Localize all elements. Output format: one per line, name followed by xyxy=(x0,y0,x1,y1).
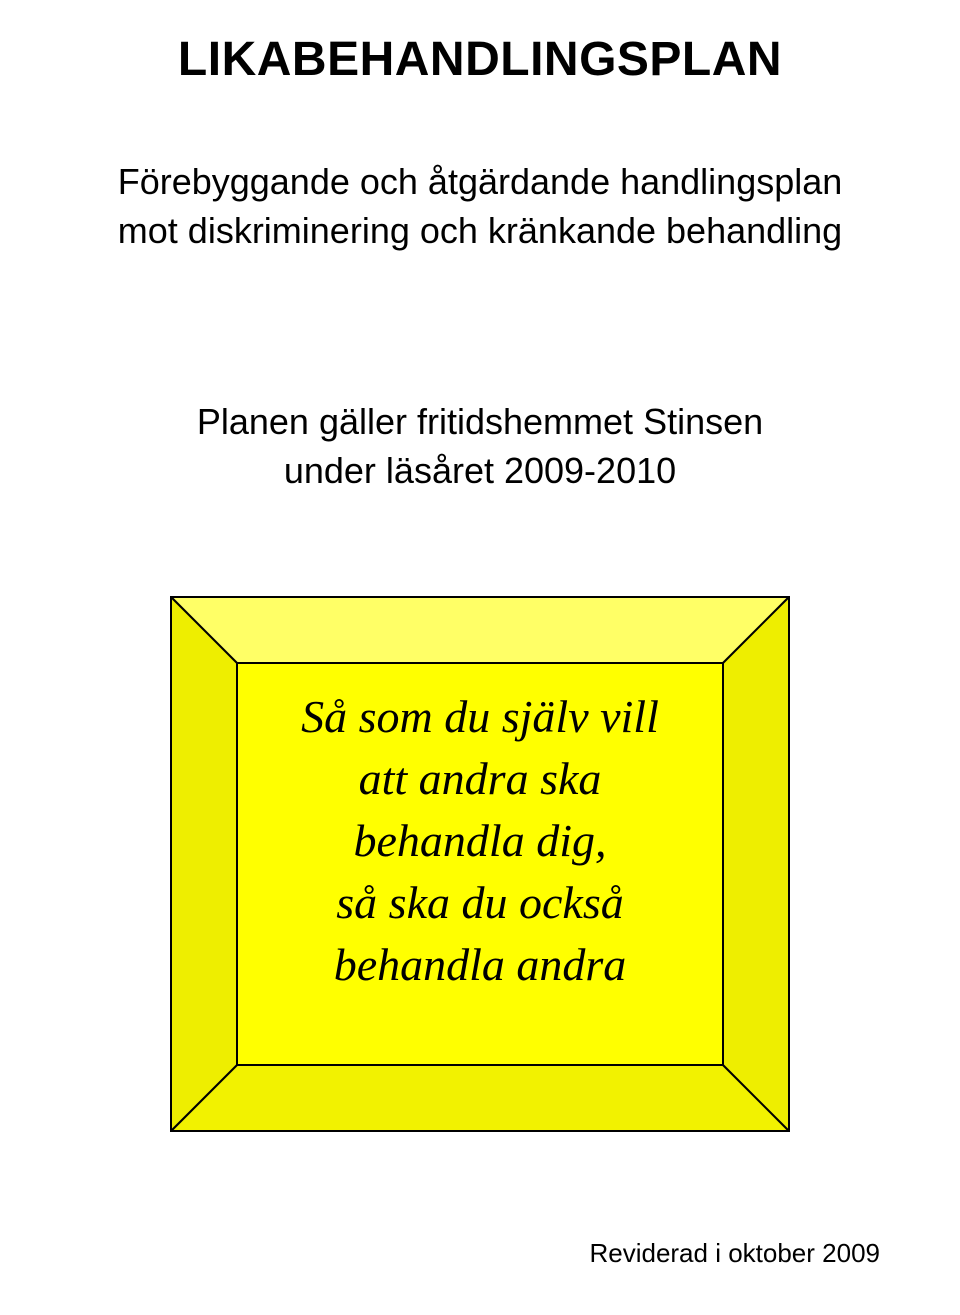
quote-line-2: att andra ska xyxy=(359,753,602,804)
plaque-bevel-right xyxy=(723,597,789,1131)
subtitle-line-1: Förebyggande och åtgärdande handlingspla… xyxy=(118,161,843,202)
subtitle-line-2: mot diskriminering och kränkande behandl… xyxy=(118,210,842,251)
doc-title: LIKABEHANDLINGSPLAN xyxy=(0,32,960,87)
revision-footer: Reviderad i oktober 2009 xyxy=(589,1238,880,1269)
plaque-bevel-bottom xyxy=(171,1065,789,1131)
subtitle: Förebyggande och åtgärdande handlingspla… xyxy=(0,158,960,255)
plaque-bevel-left xyxy=(171,597,237,1131)
validity-text: Planen gäller fritidshemmet Stinsen unde… xyxy=(0,398,960,495)
quote-line-5: behandla andra xyxy=(334,939,627,990)
validity-line-2: under läsåret 2009-2010 xyxy=(284,450,676,491)
quote-line-3: behandla dig, xyxy=(354,815,607,866)
quote-text: Så som du själv vill att andra ska behan… xyxy=(250,686,710,996)
page: LIKABEHANDLINGSPLAN Förebyggande och åtg… xyxy=(0,0,960,1315)
quote-line-1: Så som du själv vill xyxy=(301,691,659,742)
validity-line-1: Planen gäller fritidshemmet Stinsen xyxy=(197,401,763,442)
quote-line-4: så ska du också xyxy=(336,877,623,928)
quote-plaque: Så som du själv vill att andra ska behan… xyxy=(170,596,790,1132)
plaque-bevel-top xyxy=(171,597,789,663)
